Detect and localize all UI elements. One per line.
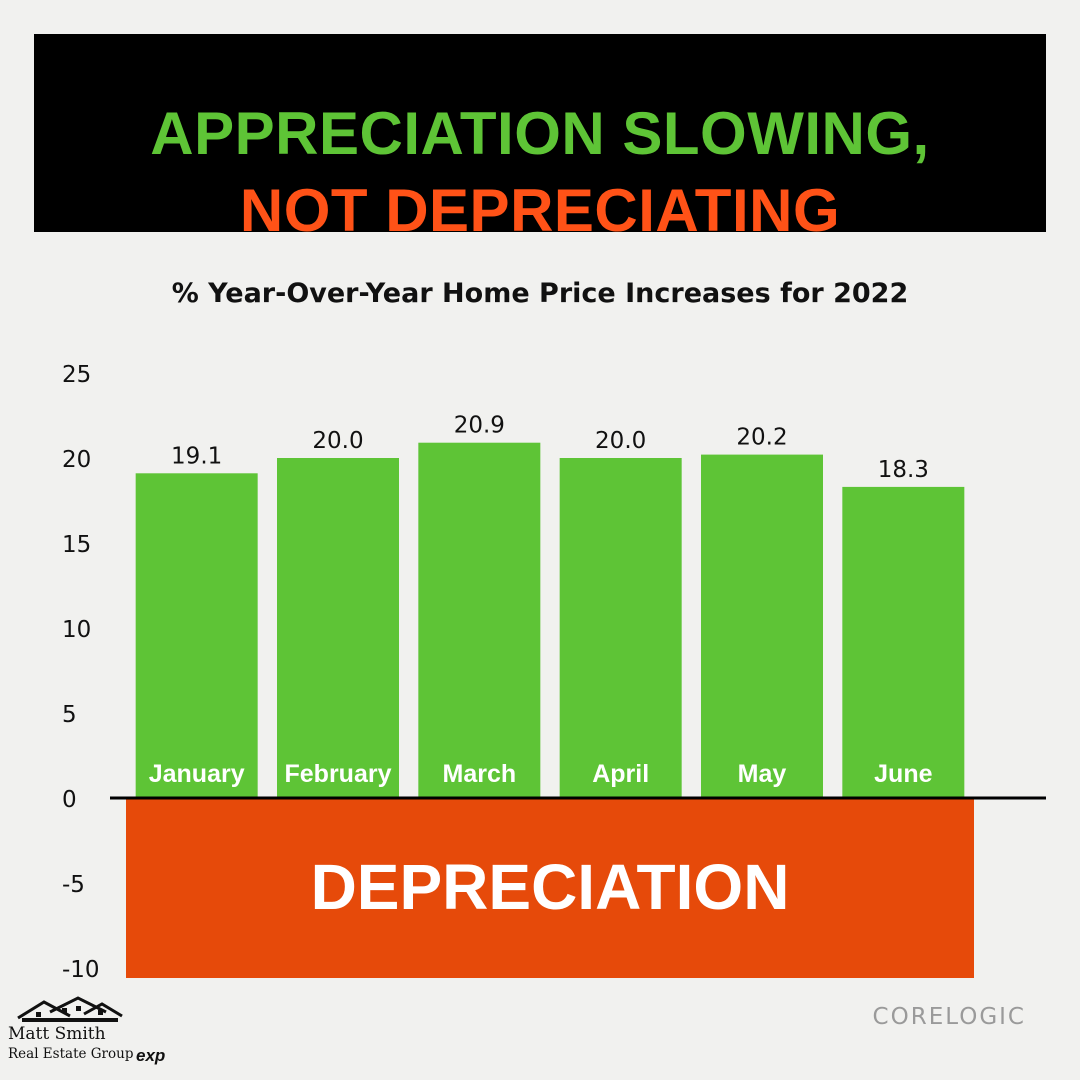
y-tick-label: 25 [62, 362, 91, 388]
depreciation-region [126, 798, 974, 978]
y-tick-label: 20 [62, 447, 91, 473]
chart-title: % Year-Over-Year Home Price Increases fo… [171, 278, 909, 309]
category-label: June [874, 760, 932, 788]
brand-name: Matt Smith [8, 1024, 106, 1044]
category-label: January [149, 760, 245, 788]
house-logo-icon [17, 996, 123, 1022]
bar-march [418, 442, 541, 798]
brand-block: Matt Smith Real Estate Group exp [8, 996, 178, 1076]
headline-banner: APPRECIATION SLOWING, NOT DEPRECIATING [34, 34, 1046, 244]
bar-june [842, 486, 965, 798]
headline-line-2: NOT DEPRECIATING [239, 177, 841, 244]
data-label: 20.2 [736, 425, 787, 451]
exp-realty-logo: exp [136, 1046, 166, 1065]
depreciation-label: DEPRECIATION [311, 851, 790, 923]
data-label: 20.9 [454, 413, 505, 439]
y-tick-label: 10 [62, 617, 91, 643]
source-label: CORELOGIC [872, 1004, 1026, 1030]
brand-group: Real Estate Group [8, 1046, 134, 1062]
category-label: February [285, 760, 392, 788]
data-label: 20.0 [312, 428, 363, 454]
bar-may [701, 454, 823, 798]
data-label: 19.1 [171, 443, 222, 469]
bar-april [559, 458, 682, 798]
y-tick-label: -10 [62, 957, 100, 983]
y-tick-label: 0 [62, 787, 77, 813]
bar-february [277, 458, 399, 798]
y-tick-label: -5 [62, 872, 85, 898]
bar-january [135, 473, 258, 798]
category-label: April [592, 760, 649, 788]
category-label: May [738, 760, 787, 788]
data-label: 20.0 [595, 428, 646, 454]
category-label: March [443, 760, 517, 788]
data-label: 18.3 [878, 457, 929, 483]
y-tick-label: 5 [62, 702, 77, 728]
y-tick-label: 15 [62, 532, 91, 558]
headline-line-1: APPRECIATION SLOWING, [150, 100, 930, 167]
